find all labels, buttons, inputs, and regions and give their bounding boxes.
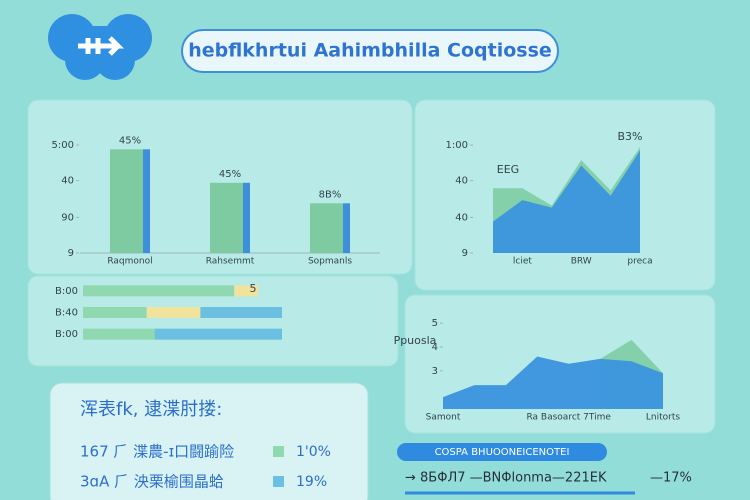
- bar-edge: [243, 182, 250, 253]
- y-tick-label: 90: [61, 212, 74, 223]
- bar-segment: [146, 307, 201, 318]
- bar-segment: [83, 307, 147, 318]
- panel: [27, 275, 399, 367]
- x-tick-label: preca: [627, 257, 652, 267]
- y-tick-label: 9: [462, 248, 468, 259]
- value-label: 45%: [219, 169, 241, 180]
- annotation: 5: [250, 282, 257, 295]
- y-tick-label: 9: [68, 248, 74, 259]
- y-tick-label: B:40: [55, 308, 78, 319]
- value-label: 8B%: [319, 189, 342, 200]
- bar-segment: [200, 307, 282, 318]
- bar-edge: [343, 203, 350, 253]
- footer-button[interactable]: [397, 443, 607, 461]
- y-tick-label: 5: [432, 318, 438, 329]
- panel-row-value: 1'0%: [296, 444, 331, 460]
- area: [443, 356, 663, 409]
- bar: [310, 203, 343, 253]
- bar: [110, 149, 143, 253]
- panel-heading: 浑表fk, 逮渫肘搂:: [80, 399, 222, 420]
- bar-edge: [143, 149, 150, 253]
- x-tick-label: Lnitorts: [646, 413, 680, 423]
- annotation: Ppuosla: [394, 334, 437, 347]
- logo: [48, 14, 152, 80]
- annotation: B3%: [618, 130, 643, 143]
- panel: [49, 382, 369, 500]
- footer-value: —17%: [650, 471, 692, 486]
- header-pill: [181, 29, 559, 73]
- bar-segment: [154, 328, 282, 340]
- y-tick-label: 4: [432, 342, 438, 353]
- y-tick-label: B:00: [55, 329, 78, 340]
- footer-row: → 8БΦЛ7 —BNΦlonma—221EK: [405, 471, 607, 486]
- panel-row-label: 3ɑA ⺁ 泱栗榆围晶蛤: [80, 473, 224, 491]
- x-tick-label: Ra Basoarct 7Time: [526, 413, 611, 423]
- y-tick-label: 1:00: [446, 140, 468, 151]
- annotation: EEG: [497, 163, 519, 176]
- bar-segment: [83, 328, 155, 340]
- x-tick-label: Rahsemmt: [206, 257, 255, 267]
- x-tick-label: Samont: [426, 413, 461, 423]
- y-tick-label: 40: [455, 176, 468, 187]
- x-tick-label: Raqmonol: [107, 257, 152, 267]
- y-tick-label: 40: [61, 176, 74, 187]
- x-tick-label: Sopmanls: [308, 257, 352, 267]
- y-tick-label: 5:00: [52, 140, 74, 151]
- y-tick-label: B:00: [55, 286, 78, 297]
- bar-segment: [234, 285, 259, 297]
- y-tick-label: 3: [432, 366, 438, 377]
- footer-button-label[interactable]: COSPA BHUOONEICENOTEI: [435, 447, 570, 458]
- value-label: 45%: [119, 135, 141, 146]
- area: [493, 150, 640, 253]
- legend-swatch: [273, 446, 284, 457]
- x-tick-label: lciet: [513, 257, 532, 267]
- panel-row-value: 19%: [296, 474, 327, 490]
- bar-segment: [83, 285, 235, 297]
- x-tick-label: BRW: [571, 257, 592, 267]
- bar: [210, 182, 243, 253]
- panel-row-label: 167 ⺁ 渫農-ɪ口闘踰险: [80, 443, 234, 461]
- y-tick-label: 40: [455, 212, 468, 223]
- legend-swatch: [273, 476, 284, 487]
- header-title: hebflkhrtui Aahimbhilla Coqtiosse: [188, 40, 552, 62]
